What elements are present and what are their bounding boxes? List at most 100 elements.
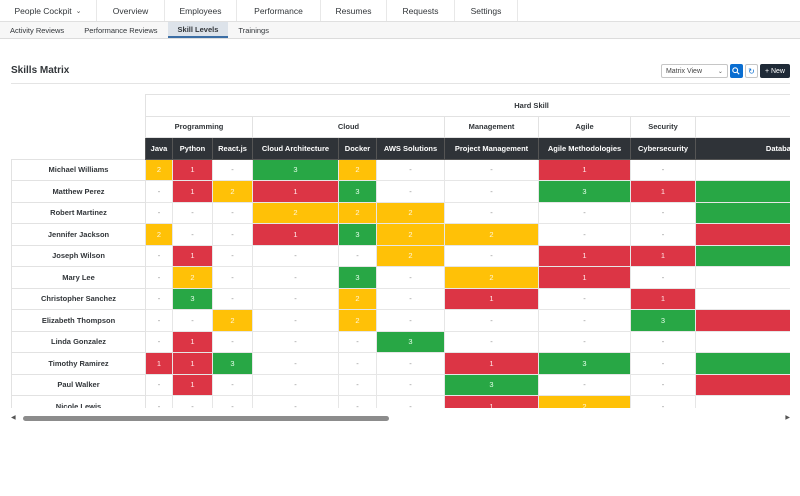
- skill-level-cell[interactable]: -: [538, 287, 631, 310]
- skill-level-cell[interactable]: 3: [338, 266, 377, 289]
- skill-level-cell[interactable]: -: [338, 244, 377, 267]
- skill-level-cell[interactable]: 2: [376, 244, 445, 267]
- skill-level-cell[interactable]: -: [630, 352, 696, 375]
- skill-level-cell[interactable]: -: [538, 309, 631, 332]
- employee-name[interactable]: Christopher Sanchez: [11, 287, 146, 310]
- skill-level-cell[interactable]: 3: [172, 287, 213, 310]
- skill-level-cell[interactable]: -: [538, 201, 631, 224]
- skill-level-cell[interactable]: -: [145, 266, 173, 289]
- skill-header-cybersecurity[interactable]: Cybersecurity: [630, 137, 696, 160]
- skill-level-cell[interactable]: -: [630, 266, 696, 289]
- skill-level-cell[interactable]: 1: [444, 352, 539, 375]
- tab-trainings[interactable]: Trainings: [228, 22, 279, 38]
- skill-level-cell[interactable]: 2: [212, 309, 253, 332]
- skill-level-cell[interactable]: 2: [338, 287, 377, 310]
- skill-level-cell[interactable]: 1: [172, 244, 213, 267]
- skills-matrix[interactable]: Hard Skill Programming Cloud Management Agi…: [11, 94, 790, 408]
- skill-level-cell[interactable]: 2: [145, 158, 173, 181]
- skill-level-cell[interactable]: 2: [538, 395, 631, 408]
- skill-level-cell[interactable]: 1: [630, 244, 696, 267]
- skill-level-cell[interactable]: 3: [538, 180, 631, 203]
- skill-level-cell[interactable]: -: [252, 373, 339, 396]
- nav-resumes[interactable]: Resumes: [321, 0, 387, 21]
- skill-header-agile-methodologies[interactable]: Agile Methodologies: [538, 137, 631, 160]
- skill-level-cell[interactable]: 1: [172, 158, 213, 181]
- nav-settings[interactable]: Settings: [455, 0, 518, 21]
- skill-header-react-js[interactable]: React.js: [212, 137, 253, 160]
- skill-level-cell[interactable]: 2: [376, 201, 445, 224]
- employee-name[interactable]: Timothy Ramirez: [11, 352, 146, 375]
- skill-level-cell[interactable]: 3: [444, 373, 539, 396]
- scrollbar-thumb[interactable]: [23, 416, 389, 421]
- skill-header-java[interactable]: Java: [145, 137, 173, 160]
- nav-performance[interactable]: Performance: [237, 0, 321, 21]
- skill-level-cell[interactable]: -: [376, 180, 445, 203]
- skill-level-cell[interactable]: 3: [694, 352, 790, 375]
- skill-header-aws-solutions[interactable]: AWS Solutions: [376, 137, 445, 160]
- skill-level-cell[interactable]: -: [538, 373, 631, 396]
- new-button[interactable]: + New: [759, 64, 790, 78]
- skill-header-project-management[interactable]: Project Management: [444, 137, 539, 160]
- skill-level-cell[interactable]: -: [252, 266, 339, 289]
- employee-name[interactable]: Paul Walker: [11, 373, 146, 396]
- skill-level-cell[interactable]: -: [252, 309, 339, 332]
- employee-name[interactable]: Elizabeth Thompson: [11, 309, 146, 332]
- skill-level-cell[interactable]: 1: [172, 180, 213, 203]
- skill-level-cell[interactable]: 3: [212, 352, 253, 375]
- skill-level-cell[interactable]: -: [252, 244, 339, 267]
- skill-level-cell[interactable]: -: [694, 330, 790, 353]
- skill-header-database-management[interactable]: Database Management: [694, 137, 790, 160]
- skill-level-cell[interactable]: -: [694, 287, 790, 310]
- skill-level-cell[interactable]: 3: [694, 201, 790, 224]
- employee-name[interactable]: Matthew Perez: [11, 180, 146, 203]
- skill-level-cell[interactable]: -: [694, 395, 790, 408]
- skill-level-cell[interactable]: -: [630, 201, 696, 224]
- skill-level-cell[interactable]: -: [212, 373, 253, 396]
- skill-level-cell[interactable]: 2: [338, 158, 377, 181]
- skill-level-cell[interactable]: 1: [252, 180, 339, 203]
- skill-level-cell[interactable]: -: [538, 223, 631, 246]
- skill-level-cell[interactable]: -: [145, 244, 173, 267]
- skill-level-cell[interactable]: -: [376, 395, 445, 408]
- skill-level-cell[interactable]: -: [145, 309, 173, 332]
- nav-people-cockpit[interactable]: People Cockpit ⌄: [0, 0, 97, 21]
- skill-level-cell[interactable]: 2: [338, 201, 377, 224]
- skill-level-cell[interactable]: 1: [630, 287, 696, 310]
- skill-level-cell[interactable]: -: [630, 330, 696, 353]
- skill-level-cell[interactable]: 1: [172, 330, 213, 353]
- tab-performance-reviews[interactable]: Performance Reviews: [74, 22, 167, 38]
- skill-level-cell[interactable]: -: [338, 373, 377, 396]
- skill-level-cell[interactable]: -: [444, 201, 539, 224]
- skill-level-cell[interactable]: 1: [694, 309, 790, 332]
- skill-level-cell[interactable]: -: [630, 373, 696, 396]
- skill-level-cell[interactable]: 3: [538, 352, 631, 375]
- tab-skill-levels[interactable]: Skill Levels: [167, 22, 229, 38]
- skill-level-cell[interactable]: 3: [630, 309, 696, 332]
- skill-level-cell[interactable]: -: [630, 158, 696, 181]
- skill-level-cell[interactable]: -: [252, 395, 339, 408]
- employee-name[interactable]: Joseph Wilson: [11, 244, 146, 267]
- skill-level-cell[interactable]: -: [694, 266, 790, 289]
- skill-level-cell[interactable]: -: [538, 330, 631, 353]
- skill-level-cell[interactable]: 2: [444, 223, 539, 246]
- skill-level-cell[interactable]: -: [212, 395, 253, 408]
- skill-level-cell[interactable]: 3: [694, 244, 790, 267]
- skill-level-cell[interactable]: -: [694, 158, 790, 181]
- skill-level-cell[interactable]: -: [338, 395, 377, 408]
- skill-level-cell[interactable]: -: [212, 158, 253, 181]
- skill-header-python[interactable]: Python: [172, 137, 213, 160]
- employee-name[interactable]: Robert Martinez: [11, 201, 146, 224]
- skill-level-cell[interactable]: 1: [538, 244, 631, 267]
- skill-level-cell[interactable]: 3: [252, 158, 339, 181]
- skill-header-cloud-architecture[interactable]: Cloud Architecture: [252, 137, 339, 160]
- skill-level-cell[interactable]: -: [145, 373, 173, 396]
- skill-level-cell[interactable]: -: [212, 287, 253, 310]
- skill-level-cell[interactable]: 1: [444, 287, 539, 310]
- scroll-left-icon[interactable]: ◀: [11, 415, 16, 421]
- skill-level-cell[interactable]: 1: [252, 223, 339, 246]
- skill-level-cell[interactable]: -: [145, 180, 173, 203]
- skill-level-cell[interactable]: 1: [538, 158, 631, 181]
- skill-level-cell[interactable]: 3: [694, 180, 790, 203]
- skill-level-cell[interactable]: 3: [338, 223, 377, 246]
- skill-level-cell[interactable]: 2: [212, 180, 253, 203]
